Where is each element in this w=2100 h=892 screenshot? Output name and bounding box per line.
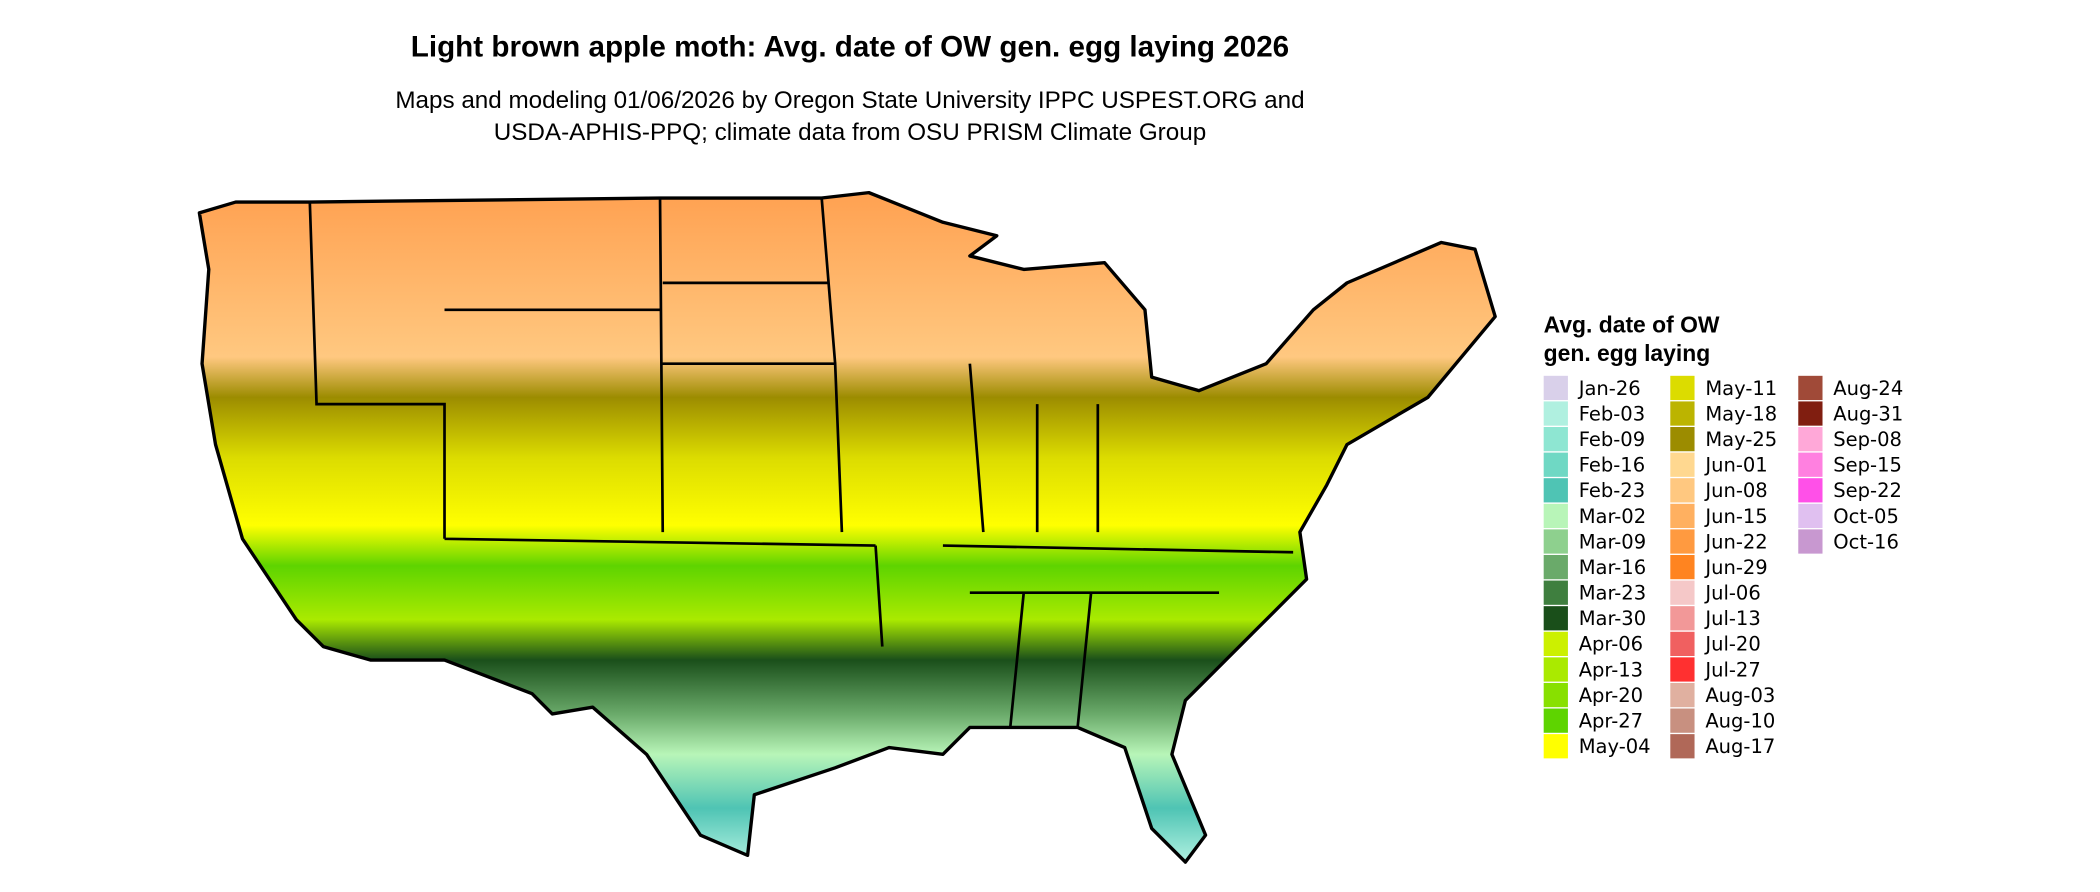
legend-swatch xyxy=(1543,580,1568,605)
legend-label: May-25 xyxy=(1705,428,1777,451)
legend-swatch xyxy=(1670,427,1695,452)
legend-swatch xyxy=(1543,708,1568,733)
legend-label: Jun-08 xyxy=(1703,479,1767,502)
legend-swatch xyxy=(1670,452,1695,477)
legend-label: Feb-16 xyxy=(1579,454,1645,477)
legend-label: Aug-03 xyxy=(1705,684,1775,707)
legend-label: Sep-08 xyxy=(1833,428,1902,451)
legend-swatch xyxy=(1798,375,1823,401)
legend-label: Apr-27 xyxy=(1579,710,1643,733)
legend-label: Oct-05 xyxy=(1833,505,1899,528)
legend-swatch xyxy=(1670,529,1695,554)
legend-swatch xyxy=(1798,478,1823,503)
legend-swatch xyxy=(1543,427,1568,452)
legend-title: gen. egg laying xyxy=(1544,340,1711,366)
legend-label: Mar-30 xyxy=(1579,607,1646,630)
legend-label: Jun-29 xyxy=(1703,556,1767,579)
state-borders xyxy=(308,197,1294,728)
legend-swatch xyxy=(1670,503,1695,529)
title: Light brown apple moth: Avg. date of OW … xyxy=(411,31,1289,64)
legend-label: Mar-02 xyxy=(1579,505,1646,528)
legend-swatch xyxy=(1543,606,1568,631)
legend-label: May-18 xyxy=(1705,402,1777,425)
legend-swatch xyxy=(1670,734,1695,759)
legend-label: May-04 xyxy=(1579,735,1651,758)
legend-label: Mar-23 xyxy=(1579,582,1646,605)
legend-label: Aug-31 xyxy=(1833,402,1903,425)
us-outline xyxy=(197,190,1497,864)
legend-label: Jun-01 xyxy=(1703,454,1767,477)
legend-label: Apr-20 xyxy=(1579,684,1643,707)
legend-label: Feb-23 xyxy=(1579,479,1645,502)
legend-label: Jul-13 xyxy=(1703,607,1760,630)
legend-label: Jun-22 xyxy=(1703,530,1767,553)
legend-swatch xyxy=(1543,401,1568,426)
legend-swatch xyxy=(1543,682,1568,708)
legend-swatch xyxy=(1543,503,1568,529)
legend-swatch xyxy=(1670,631,1695,657)
legend-label: Aug-24 xyxy=(1833,377,1903,400)
legend-swatch xyxy=(1670,682,1695,708)
subtitle: Maps and modeling 01/06/2026 by Oregon S… xyxy=(395,87,1304,114)
legend: Jan-26Feb-03Feb-09Feb-16Feb-23Mar-02Mar-… xyxy=(1543,375,1903,759)
legend-label: Mar-09 xyxy=(1579,530,1646,553)
legend-swatch xyxy=(1670,478,1695,503)
legend-swatch xyxy=(1543,631,1568,657)
legend-label: Sep-15 xyxy=(1833,454,1902,477)
legend-label: Mar-16 xyxy=(1579,556,1646,579)
legend-swatch xyxy=(1670,580,1695,605)
legend-swatch xyxy=(1543,554,1568,580)
legend-label: Apr-06 xyxy=(1579,633,1643,656)
legend-swatch xyxy=(1543,734,1568,759)
legend-swatch xyxy=(1670,606,1695,631)
legend-label: Jul-20 xyxy=(1703,633,1760,656)
legend-label: Aug-17 xyxy=(1705,735,1775,758)
legend-swatch xyxy=(1670,708,1695,733)
legend-label: Aug-10 xyxy=(1705,710,1775,733)
legend-swatch xyxy=(1798,529,1823,554)
legend-swatch xyxy=(1543,452,1568,477)
legend-swatch xyxy=(1670,554,1695,580)
legend-swatch xyxy=(1670,401,1695,426)
legend-label: Feb-03 xyxy=(1579,402,1645,425)
legend-swatch xyxy=(1670,375,1695,401)
legend-swatch xyxy=(1543,375,1568,401)
legend-label: Oct-16 xyxy=(1833,530,1899,553)
legend-label: Jul-06 xyxy=(1703,582,1760,605)
legend-label: Jun-15 xyxy=(1703,505,1767,528)
legend-label: May-11 xyxy=(1705,377,1777,400)
legend-label: Sep-22 xyxy=(1833,479,1902,502)
legend-swatch xyxy=(1798,503,1823,529)
legend-label: Jul-27 xyxy=(1703,658,1760,681)
legend-swatch xyxy=(1798,427,1823,452)
legend-title: Avg. date of OW xyxy=(1544,312,1720,338)
subtitle: USDA-APHIS-PPQ; climate data from OSU PR… xyxy=(494,119,1206,146)
legend-swatch xyxy=(1670,657,1695,682)
legend-swatch xyxy=(1798,401,1823,426)
legend-label: Apr-13 xyxy=(1579,658,1643,681)
legend-swatch xyxy=(1543,657,1568,682)
legend-label: Jan-26 xyxy=(1577,377,1641,400)
legend-swatch xyxy=(1543,478,1568,503)
legend-swatch xyxy=(1798,452,1823,477)
legend-swatch xyxy=(1543,529,1568,554)
legend-label: Feb-09 xyxy=(1579,428,1645,451)
map xyxy=(197,190,1497,864)
